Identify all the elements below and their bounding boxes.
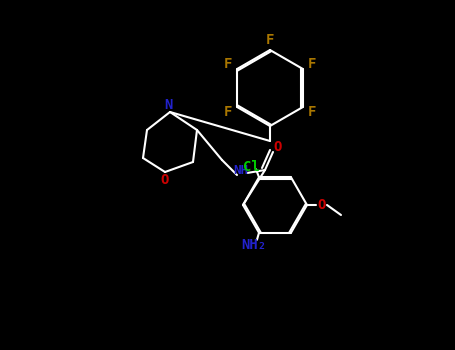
Text: NH: NH [233,164,248,177]
Text: F: F [308,105,316,119]
Text: O: O [318,198,326,212]
Text: O: O [161,173,169,187]
Text: NH₂: NH₂ [242,238,267,252]
Text: F: F [224,105,233,119]
Text: Cl: Cl [243,160,259,174]
Text: N: N [164,98,172,112]
Text: F: F [224,57,233,71]
Text: O: O [274,140,282,154]
Text: F: F [266,33,274,47]
Text: F: F [308,57,316,71]
